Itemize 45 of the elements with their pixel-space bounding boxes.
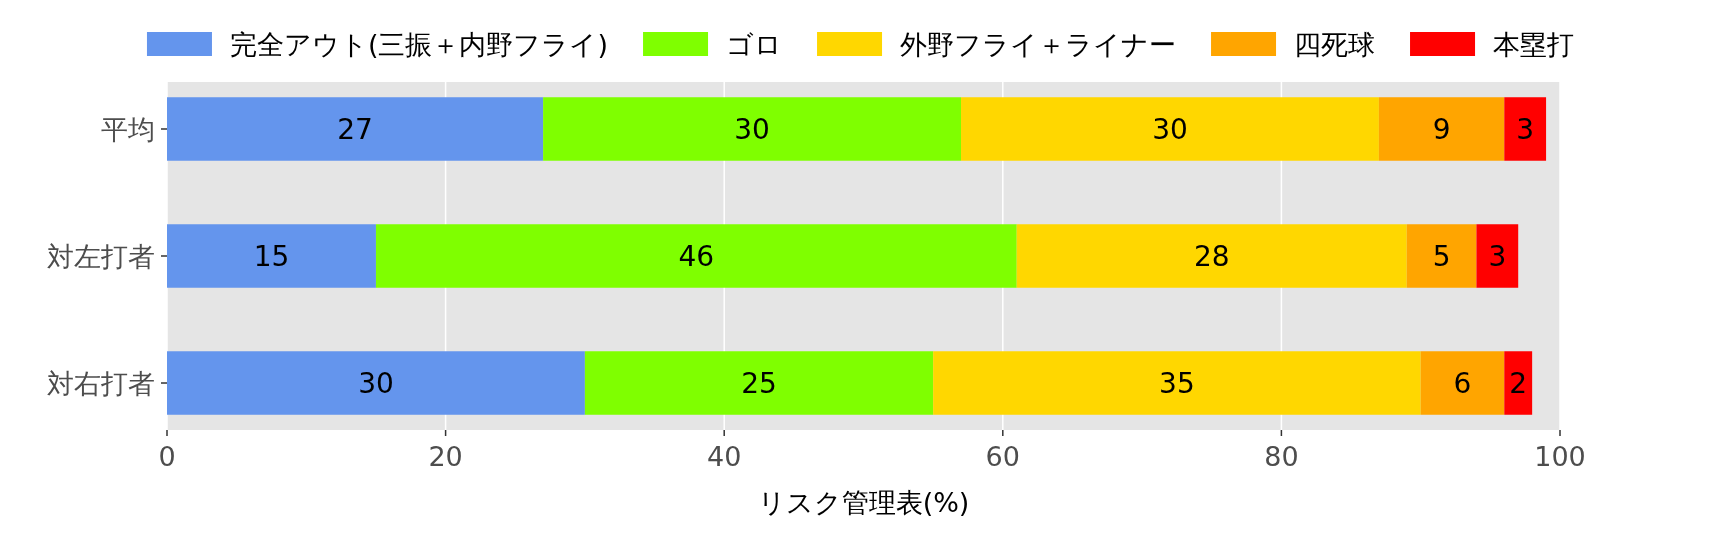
bar bbox=[1378, 97, 1505, 161]
legend-label: 四死球 bbox=[1294, 29, 1376, 60]
data-label: 35 bbox=[1159, 367, 1195, 401]
legend-label: 外野フライ＋ライナー bbox=[900, 29, 1177, 60]
data-label: 6 bbox=[1453, 367, 1472, 401]
data-label: 30 bbox=[734, 112, 770, 146]
bar bbox=[1406, 224, 1477, 288]
data-label: 3 bbox=[1488, 240, 1507, 273]
x-tick-label: 0 bbox=[158, 441, 176, 472]
x-tick-label: 20 bbox=[428, 441, 463, 472]
data-label: 46 bbox=[678, 240, 715, 273]
legend-label: 本塁打 bbox=[1493, 29, 1575, 60]
data-label: 25 bbox=[741, 367, 777, 401]
data-label: 28 bbox=[1193, 240, 1230, 273]
bar bbox=[375, 224, 1017, 288]
bar bbox=[1016, 224, 1407, 288]
bar bbox=[933, 351, 1421, 415]
y-tick-label: 対右打者 bbox=[47, 368, 155, 400]
data-label: 30 bbox=[1152, 112, 1188, 146]
bar bbox=[167, 351, 585, 415]
x-tick-label: 80 bbox=[1264, 441, 1299, 472]
data-label: 3 bbox=[1516, 112, 1535, 146]
data-label: 5 bbox=[1432, 240, 1451, 273]
x-tick-label: 60 bbox=[985, 441, 1020, 472]
data-label: 2 bbox=[1509, 367, 1528, 401]
data-label: 27 bbox=[337, 112, 373, 146]
data-label: 15 bbox=[253, 240, 290, 273]
bar bbox=[543, 97, 962, 161]
bar bbox=[1420, 351, 1505, 415]
x-tick-label: 100 bbox=[1534, 441, 1586, 472]
legend-label: 完全アウト(三振＋内野フライ) bbox=[229, 29, 609, 60]
bar bbox=[961, 97, 1379, 161]
data-label: 9 bbox=[1432, 112, 1451, 146]
y-tick-label: 平均 bbox=[101, 113, 155, 145]
x-axis-title: リスク管理表(%) bbox=[757, 487, 970, 518]
x-tick-label: 40 bbox=[707, 441, 742, 472]
bar bbox=[167, 224, 376, 288]
bar bbox=[1476, 224, 1519, 288]
bar bbox=[584, 351, 934, 415]
bar bbox=[1504, 351, 1533, 415]
bar bbox=[167, 97, 544, 161]
y-tick-label: 対左打者 bbox=[47, 241, 155, 272]
data-label: 30 bbox=[358, 367, 394, 401]
legend-label: ゴロ bbox=[726, 29, 783, 60]
bar bbox=[1504, 97, 1547, 161]
